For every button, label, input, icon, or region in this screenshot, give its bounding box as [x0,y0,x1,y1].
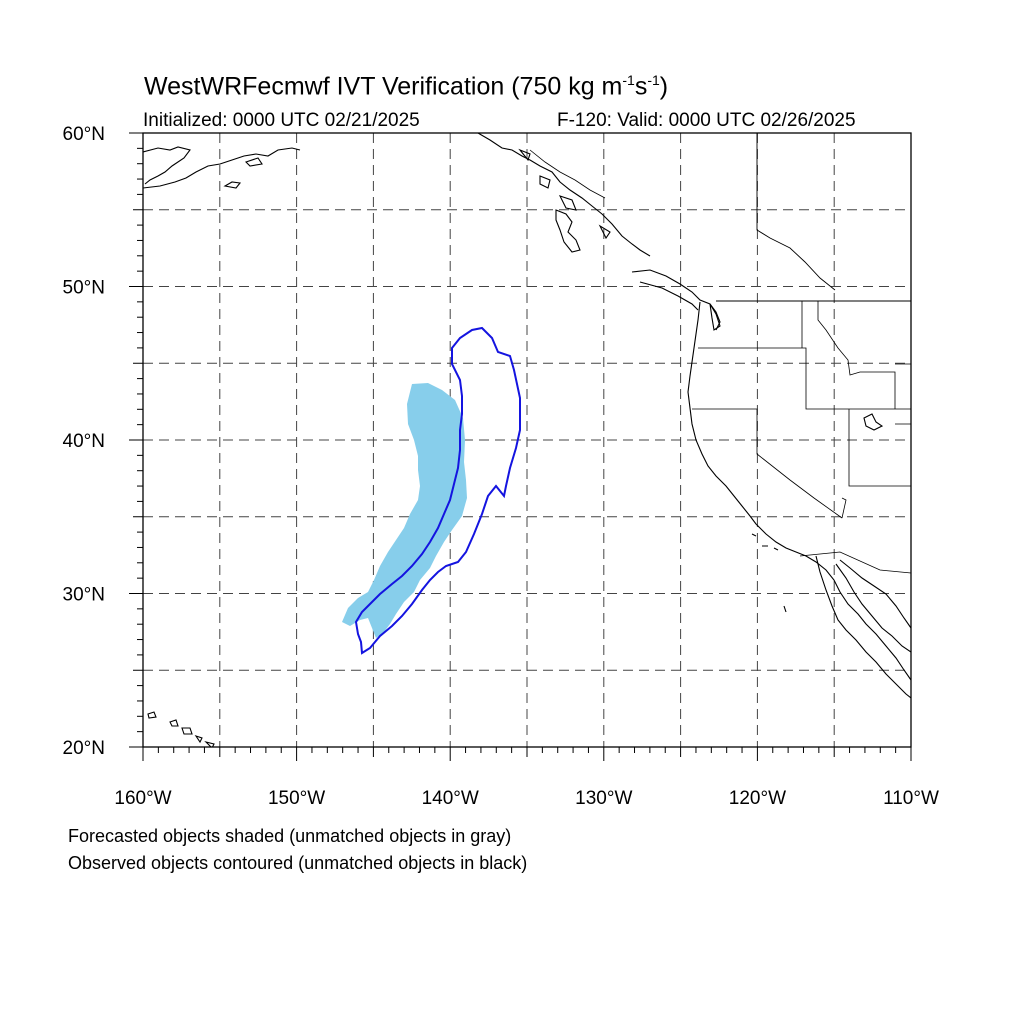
baja-coast [815,555,911,699]
lat-label: 30°N [63,585,105,606]
lon-label: 150°W [268,788,325,809]
lon-label: 130°W [575,788,632,809]
lon-label: 120°W [729,788,786,809]
observed-object [354,326,521,655]
coastlines [143,133,911,747]
lon-label: 110°W [883,788,939,809]
lat-label: 60°N [63,124,105,145]
axis-ticks [129,132,912,761]
alaska-coast [143,133,651,257]
latitude-labels: 60°N 50°N 40°N 30°N 20°N [63,124,105,759]
bc-coast [631,269,721,331]
us-west-coast [687,301,911,681]
lat-label: 50°N [63,278,105,299]
graticule [143,133,911,747]
lon-label: 160°W [114,788,171,809]
observed-note: Observed objects contoured (unmatched ob… [68,853,528,873]
lat-label: 40°N [63,431,105,452]
forecast-note: Forecasted objects shaded (unmatched obj… [68,826,512,846]
lat-label: 20°N [63,738,105,759]
state-borders [692,301,911,574]
forecast-object [342,383,467,638]
valid-time: F-120: Valid: 0000 UTC 02/26/2025 [557,110,856,131]
lon-label: 140°W [422,788,479,809]
map-title: WestWRFecmwf IVT Verification (750 kg m-… [144,72,669,101]
longitude-labels: 160°W 150°W 140°W 130°W 120°W 110°W [114,788,939,809]
initialized-time: Initialized: 0000 UTC 02/21/2025 [143,110,420,131]
